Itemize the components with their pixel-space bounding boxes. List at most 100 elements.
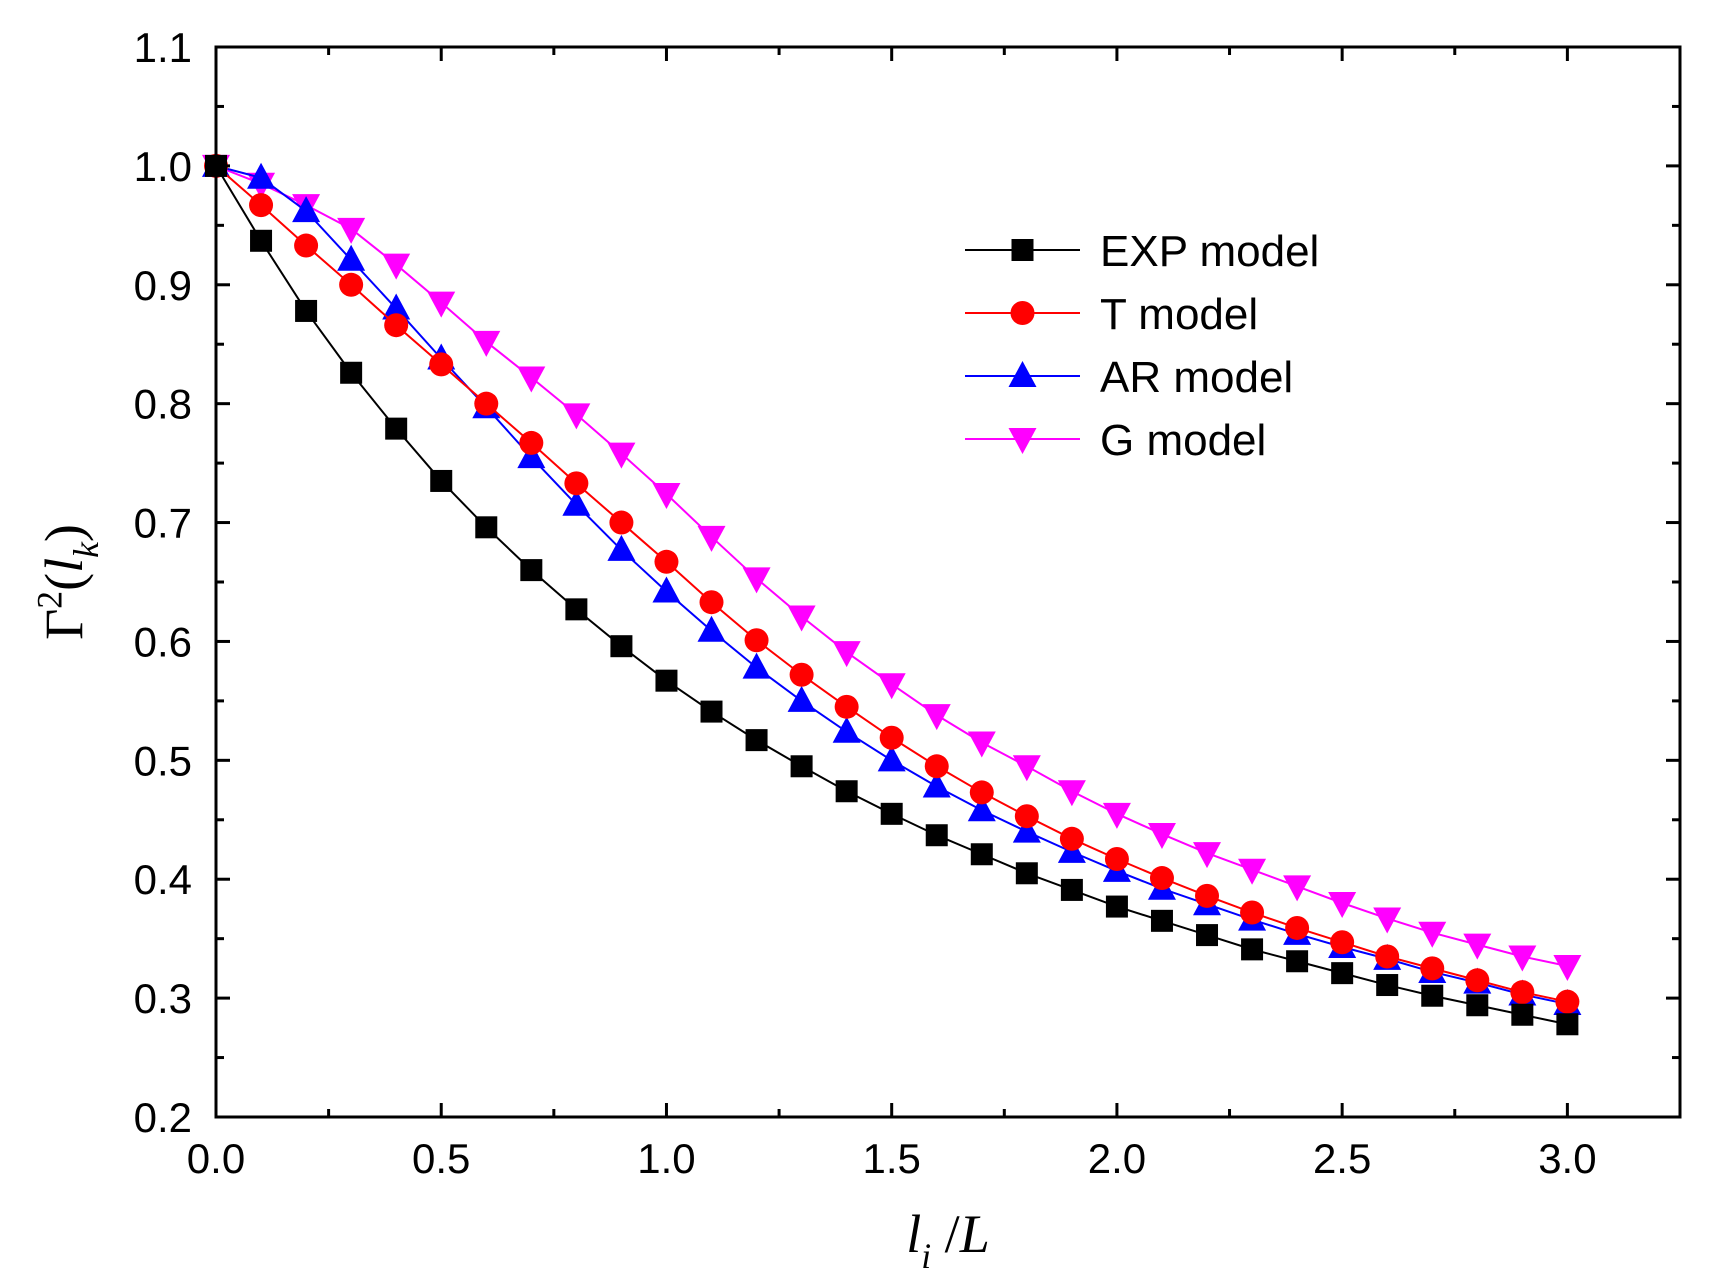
- data-point-exp-model: [385, 417, 408, 440]
- data-point-exp-model: [790, 755, 813, 778]
- axis-title-part: l: [906, 1204, 921, 1264]
- data-point-exp-model: [1466, 994, 1489, 1017]
- y-tick-label: 1.1: [134, 24, 192, 71]
- data-point-g-model: [1147, 823, 1176, 850]
- x-tick-label: 3.0: [1538, 1135, 1596, 1182]
- data-point-ar-model: [562, 489, 591, 516]
- data-point-g-model: [1418, 921, 1447, 948]
- data-point-exp-model: [745, 729, 768, 752]
- data-point-t-model: [1240, 900, 1265, 925]
- data-point-exp-model: [970, 843, 993, 866]
- data-point-ar-model: [1012, 816, 1041, 843]
- ticks-layer: 0.0 0.5 1.0 1.5 2.0 2.5 3.0 0.2 0.3 0.4 0.5 0.6 0.7 0…: [134, 24, 1680, 1182]
- data-point-t-model: [1014, 804, 1039, 829]
- data-point-t-model: [1059, 826, 1084, 851]
- y-tick-label: 0.9: [134, 262, 192, 309]
- legend-marker: [1008, 428, 1037, 454]
- data-point-exp-model: [1511, 1003, 1534, 1026]
- data-point-ar-model: [652, 576, 681, 603]
- data-point-exp-model: [1196, 924, 1219, 947]
- x-axis-title: li /L: [906, 1204, 989, 1276]
- data-point-g-model: [1373, 907, 1402, 934]
- data-point-t-model: [789, 662, 814, 687]
- series-line-t-model: [215, 165, 1568, 1003]
- series-exp-model: [205, 154, 1579, 1036]
- data-point-g-model: [877, 673, 906, 700]
- data-point-exp-model: [925, 824, 948, 847]
- y-tick-label: 0.3: [134, 975, 192, 1022]
- data-point-exp-model: [565, 598, 588, 621]
- data-point-exp-model: [1331, 962, 1354, 985]
- data-point-exp-model: [880, 802, 903, 825]
- x-tick-label: 1.5: [862, 1135, 920, 1182]
- data-point-exp-model: [430, 469, 453, 492]
- x-tick-label: 2.0: [1088, 1135, 1146, 1182]
- data-point-exp-model: [1060, 878, 1083, 901]
- series-ar-model: [202, 150, 1582, 1016]
- data-point-t-model: [474, 391, 499, 416]
- data-point-t-model: [1104, 847, 1129, 872]
- data-point-ar-model: [787, 685, 816, 712]
- data-point-t-model: [879, 725, 904, 750]
- data-point-g-model: [1508, 945, 1537, 972]
- data-point-exp-model: [340, 361, 363, 384]
- data-point-exp-model: [700, 700, 723, 723]
- data-point-exp-model: [1376, 974, 1399, 997]
- legend-marker: [1011, 239, 1034, 261]
- data-point-g-model: [1283, 875, 1312, 902]
- data-point-ar-model: [832, 716, 861, 743]
- data-point-t-model: [1149, 866, 1174, 891]
- data-point-t-model: [1420, 956, 1445, 981]
- data-point-g-model: [427, 291, 456, 318]
- y-axis-title: Γ2(lk): [29, 524, 106, 640]
- data-point-exp-model: [1421, 984, 1444, 1007]
- data-point-t-model: [1510, 980, 1535, 1005]
- data-point-t-model: [924, 754, 949, 779]
- data-point-exp-model: [520, 559, 543, 582]
- series-layer: [202, 150, 1582, 1036]
- axis-title-part: Γ: [34, 609, 94, 640]
- legend-label: AR model: [1100, 353, 1293, 402]
- data-point-ar-model: [337, 244, 366, 271]
- data-point-t-model: [294, 233, 319, 258]
- data-point-exp-model: [1556, 1013, 1579, 1036]
- y-tick-label: 0.7: [134, 500, 192, 547]
- data-point-t-model: [834, 694, 859, 719]
- data-point-t-model: [654, 549, 679, 574]
- x-tick-label: 0.0: [187, 1135, 245, 1182]
- data-point-t-model: [1375, 944, 1400, 969]
- data-point-g-model: [337, 217, 366, 244]
- y-tick-label: 0.2: [134, 1094, 192, 1141]
- data-point-g-model: [1012, 755, 1041, 782]
- legend-item-exp-model: EXP model: [965, 227, 1319, 276]
- data-point-g-model: [1238, 858, 1267, 885]
- data-point-g-model: [1057, 780, 1086, 807]
- data-point-g-model: [967, 731, 996, 758]
- data-point-exp-model: [655, 669, 678, 692]
- data-point-g-model: [1328, 892, 1357, 918]
- x-tick-label: 1.0: [637, 1135, 695, 1182]
- data-point-g-model: [1553, 955, 1582, 982]
- data-point-exp-model: [1241, 938, 1264, 961]
- legend-label: EXP model: [1100, 227, 1319, 276]
- data-point-exp-model: [1286, 950, 1309, 973]
- data-point-g-model: [382, 253, 411, 280]
- data-point-exp-model: [475, 516, 498, 539]
- data-point-t-model: [429, 352, 454, 377]
- data-point-g-model: [562, 403, 591, 430]
- y-tick-label: 0.5: [134, 737, 192, 784]
- data-point-ar-model: [967, 795, 996, 822]
- legend-marker: [1008, 361, 1037, 387]
- data-point-exp-model: [1150, 909, 1173, 932]
- data-point-ar-model: [517, 442, 546, 469]
- data-point-g-model: [1102, 802, 1131, 829]
- data-point-g-model: [472, 330, 501, 357]
- axis-title-part: 2: [29, 591, 69, 609]
- legend-marker: [1010, 301, 1035, 325]
- data-point-g-model: [517, 366, 546, 393]
- y-tick-label: 0.6: [134, 618, 192, 665]
- legend-label: G model: [1100, 416, 1266, 465]
- data-point-g-model: [787, 605, 816, 632]
- x-tick-label: 2.5: [1313, 1135, 1371, 1182]
- data-point-g-model: [1193, 842, 1222, 869]
